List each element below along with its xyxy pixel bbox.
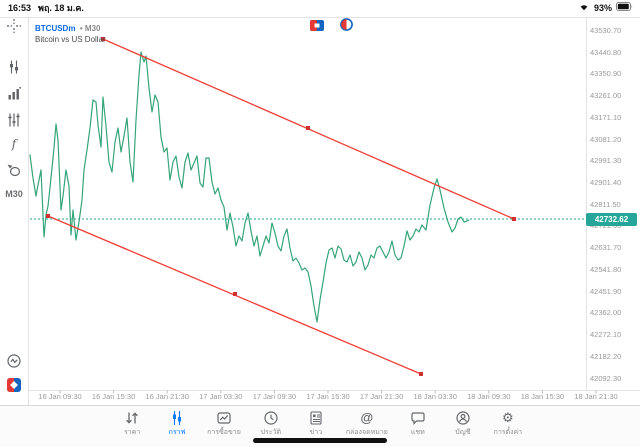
battery-percent: 93% bbox=[593, 2, 612, 13]
price-axis-label: 42541.80 bbox=[590, 264, 622, 274]
price-line-series bbox=[29, 51, 470, 323]
price-axis-label: 43350.90 bbox=[590, 69, 622, 79]
price-axis-label: 43171.10 bbox=[590, 112, 622, 122]
price-axis-label: 42182.20 bbox=[590, 351, 622, 361]
toolbar-item-label: กล่องจดหมาย bbox=[345, 429, 388, 436]
battery-icon bbox=[616, 2, 634, 13]
left-tool-rail: f M30 bbox=[0, 17, 28, 405]
toolbar-item-label: ราคา bbox=[123, 429, 141, 436]
status-bar: 16:53 พฤ. 18 ม.ค. 93% bbox=[0, 0, 640, 16]
toolbar-item-account-person[interactable]: บัญชี bbox=[448, 410, 478, 438]
chart-header[interactable]: BTCUSDm • M30 Bitcoin vs US Dollar bbox=[35, 22, 106, 45]
price-axis-label: 43530.70 bbox=[590, 26, 622, 35]
chart-timeframe: • M30 bbox=[79, 24, 101, 33]
price-axis-label: 42631.70 bbox=[590, 243, 622, 253]
crosshair-icon[interactable] bbox=[0, 18, 28, 34]
metatrader-app-icon[interactable] bbox=[0, 378, 28, 392]
price-axis-label: 42721.60 bbox=[590, 221, 622, 231]
wifi-icon bbox=[578, 2, 590, 13]
price-axis-label: 43440.80 bbox=[590, 47, 622, 57]
lower-channel-line-anchor bbox=[419, 372, 423, 376]
trade-chart-icon bbox=[216, 410, 232, 426]
timeframe-button[interactable]: M30 bbox=[5, 189, 23, 199]
toolbar-item-label: บัญชี bbox=[455, 429, 471, 436]
price-axis-label: 42362.00 bbox=[590, 308, 622, 318]
toolbar-item-label: กราฟ bbox=[168, 429, 186, 436]
price-axis-label: 42901.40 bbox=[590, 178, 622, 188]
price-axis-label: 42811.50 bbox=[590, 199, 621, 209]
account-person-icon bbox=[455, 410, 471, 426]
indicator-sliders-icon[interactable] bbox=[0, 112, 28, 128]
price-axis-label: 42451.90 bbox=[590, 286, 622, 296]
toolbar-item-history-clock[interactable]: ประวัติ bbox=[256, 410, 286, 438]
status-date: พฤ. 18 ม.ค. bbox=[38, 3, 84, 13]
lower-channel-line-anchor bbox=[233, 292, 237, 296]
upper-channel-line-anchor bbox=[512, 217, 516, 221]
news-document-icon bbox=[308, 410, 324, 426]
lower-channel-line-anchor bbox=[46, 214, 50, 218]
toolbar-item-label: ข่าว bbox=[309, 429, 323, 436]
price-axis-label: 42991.30 bbox=[590, 156, 622, 166]
chart-marker-clock-icon[interactable] bbox=[340, 18, 353, 36]
toolbar-item-news-document[interactable]: ข่าว bbox=[301, 410, 331, 438]
quotes-arrows-icon bbox=[124, 410, 140, 426]
upper-channel-line-anchor bbox=[101, 37, 105, 41]
chart-markers bbox=[310, 18, 353, 36]
chart-description: Bitcoin vs US Dollar bbox=[35, 35, 106, 44]
toolbar-item-chart-candles[interactable]: กราฟ bbox=[162, 410, 192, 438]
price-axis-label: 42092.30 bbox=[590, 373, 622, 383]
upper-channel-line-anchor bbox=[306, 126, 310, 130]
history-clock-icon bbox=[263, 410, 279, 426]
chat-bubble-icon bbox=[410, 410, 426, 426]
toolbar-item-label: ประวัติ bbox=[260, 429, 282, 436]
chart-marker-flag-icon[interactable] bbox=[310, 18, 324, 36]
chart-type-icon[interactable] bbox=[0, 59, 28, 75]
toolbar-item-settings-gear[interactable]: ⚙ การตั้งค่า bbox=[493, 410, 523, 438]
toolbar-item-trade-chart[interactable]: การซื้อขาย bbox=[207, 410, 241, 438]
current-price-badge: 42732.62 bbox=[586, 212, 637, 226]
toolbar-item-label: การตั้งค่า bbox=[493, 429, 523, 436]
functions-icon[interactable]: f bbox=[11, 137, 17, 151]
toolbar-item-mailbox-at[interactable]: @ กล่องจดหมาย bbox=[346, 410, 388, 438]
toolbar-item-label: แชท bbox=[410, 429, 425, 436]
toolbar-item-chat-bubble[interactable]: แชท bbox=[403, 410, 433, 438]
price-axis-label: 43261.00 bbox=[590, 91, 622, 101]
price-axis[interactable]: 42092.30 42182.20 42272.10 42362.00 42451.90… bbox=[586, 0, 640, 390]
objects-icon[interactable] bbox=[0, 162, 28, 178]
price-axis-label: 43081.20 bbox=[590, 134, 622, 144]
mailbox-at-icon: @ bbox=[360, 410, 374, 425]
chart-symbol[interactable]: BTCUSDm bbox=[35, 24, 76, 33]
volumes-icon[interactable] bbox=[0, 85, 28, 101]
price-axis-label: 42272.10 bbox=[590, 330, 622, 340]
status-time: 16:53 bbox=[8, 3, 32, 13]
toolbar-item-label: การซื้อขาย bbox=[207, 429, 241, 436]
settings-gear-icon: ⚙ bbox=[502, 410, 514, 425]
toolbar-item-quotes-arrows[interactable]: ราคา bbox=[117, 410, 147, 438]
home-indicator[interactable] bbox=[253, 438, 387, 443]
chart-candles-icon bbox=[169, 410, 185, 426]
tick-history-icon[interactable] bbox=[0, 353, 28, 369]
